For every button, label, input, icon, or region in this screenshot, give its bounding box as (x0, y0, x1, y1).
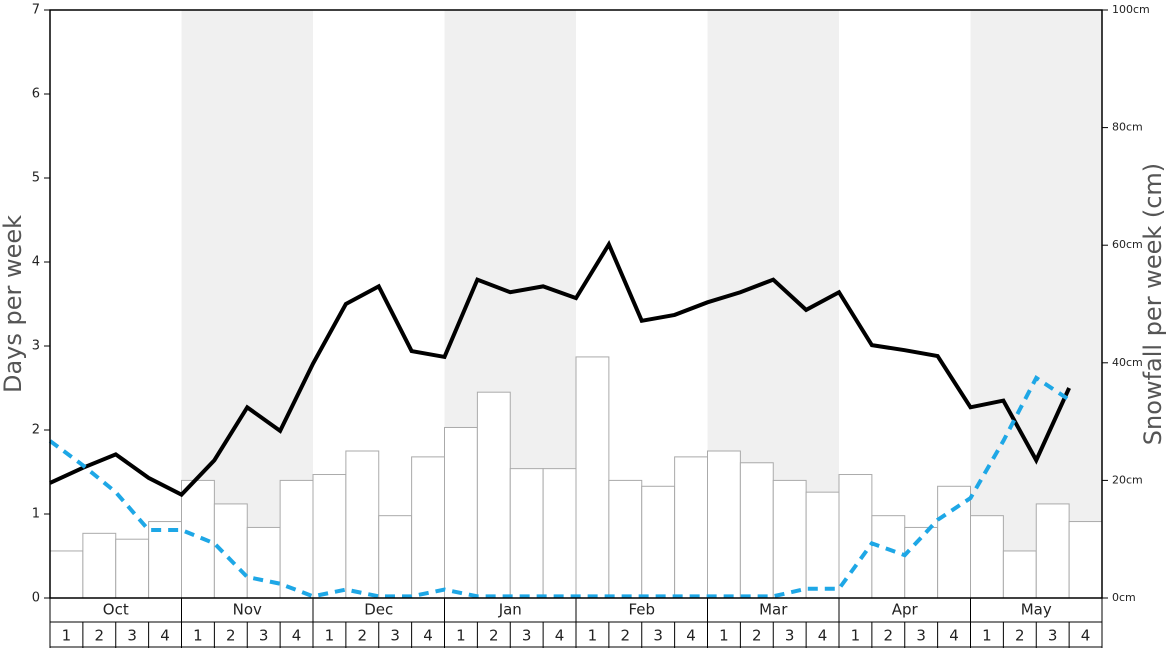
y2-tick-label: 100cm (1112, 3, 1150, 16)
bar (148, 521, 182, 599)
y-tick-label: 0 (32, 591, 40, 606)
bar (82, 532, 117, 599)
x-tick-label: 2 (226, 627, 236, 645)
x-tick-label: 4 (555, 627, 565, 645)
bar (871, 515, 906, 599)
bar (509, 468, 544, 599)
x-tick-label: 2 (884, 627, 894, 645)
bar (246, 526, 281, 599)
bar (1035, 503, 1070, 599)
x-tick-label: 1 (456, 627, 466, 645)
bar (805, 491, 840, 599)
month-label: Oct (103, 601, 129, 619)
bar (674, 456, 708, 599)
y2-tick-label: 80cm (1112, 121, 1143, 134)
y2-tick-label: 20cm (1112, 473, 1143, 486)
month-label: Apr (892, 601, 919, 619)
y-tick-label: 5 (32, 171, 40, 186)
x-tick-label: 4 (160, 627, 170, 645)
bar (378, 515, 413, 599)
month-label: Jan (498, 601, 522, 619)
y2-tick-label: 40cm (1112, 356, 1143, 369)
bar (970, 515, 1004, 599)
x-tick-label: 3 (390, 627, 400, 645)
x-tick-label: 1 (719, 627, 729, 645)
x-tick-label: 2 (95, 627, 105, 645)
month-label: Feb (628, 601, 655, 619)
line (48, 375, 1071, 599)
x-tick-label: 3 (259, 627, 269, 645)
x-tick-label: 1 (193, 627, 203, 645)
bar (279, 479, 314, 599)
bar (707, 450, 741, 599)
line (49, 240, 1071, 498)
x-tick-label: 3 (653, 627, 663, 645)
x-tick-label: 4 (1081, 627, 1091, 645)
y2-tick-label: 0cm (1112, 591, 1136, 604)
bar (608, 479, 643, 599)
bar (476, 391, 511, 599)
x-tick-label: 2 (489, 627, 499, 645)
month-label: Dec (364, 601, 393, 619)
bar (772, 479, 807, 599)
bar (641, 485, 676, 599)
bar (181, 479, 215, 599)
bar (345, 450, 380, 599)
bar (575, 356, 610, 599)
bar (838, 474, 873, 599)
bar (739, 462, 774, 599)
bar (49, 550, 84, 599)
y-tick-label: 7 (32, 3, 40, 18)
x-tick-label: 2 (1015, 627, 1025, 645)
x-tick-label: 3 (127, 627, 137, 645)
x-tick-label: 4 (423, 627, 433, 645)
x-tick-label: 3 (522, 627, 532, 645)
x-tick-label: 2 (358, 627, 368, 645)
x-tick-label: 1 (62, 627, 72, 645)
x-tick-label: 1 (588, 627, 598, 645)
bar (1068, 521, 1103, 599)
y2-axis-title: Snowfall per week (cm) (1139, 163, 1167, 445)
bar (115, 538, 150, 599)
month-label: May (1021, 601, 1052, 619)
y-tick-label: 6 (32, 87, 40, 102)
y-tick-label: 1 (32, 507, 40, 522)
bar (1002, 550, 1037, 599)
bar (444, 426, 478, 599)
x-tick-label: 4 (818, 627, 828, 645)
x-tick-label: 1 (851, 627, 861, 645)
month-label: Mar (759, 601, 788, 619)
x-tick-label: 3 (1048, 627, 1058, 645)
month-label: Nov (233, 601, 262, 619)
x-tick-label: 4 (292, 627, 302, 645)
y-tick-label: 4 (32, 255, 40, 270)
y-tick-label: 2 (32, 423, 40, 438)
y-tick-label: 3 (32, 339, 40, 354)
x-tick-label: 2 (752, 627, 762, 645)
x-tick-label: 4 (686, 627, 696, 645)
bar (542, 468, 577, 599)
y-axis-title: Days per week (0, 215, 27, 393)
x-tick-label: 1 (325, 627, 335, 645)
x-tick-label: 4 (949, 627, 959, 645)
x-tick-label: 1 (982, 627, 992, 645)
month-shade (970, 10, 1102, 598)
x-tick-label: 3 (916, 627, 926, 645)
x-tick-label: 2 (621, 627, 631, 645)
bar (411, 456, 445, 599)
x-tick-label: 3 (785, 627, 795, 645)
bar (312, 474, 347, 599)
y2-tick-label: 60cm (1112, 238, 1143, 251)
bar (937, 485, 971, 599)
